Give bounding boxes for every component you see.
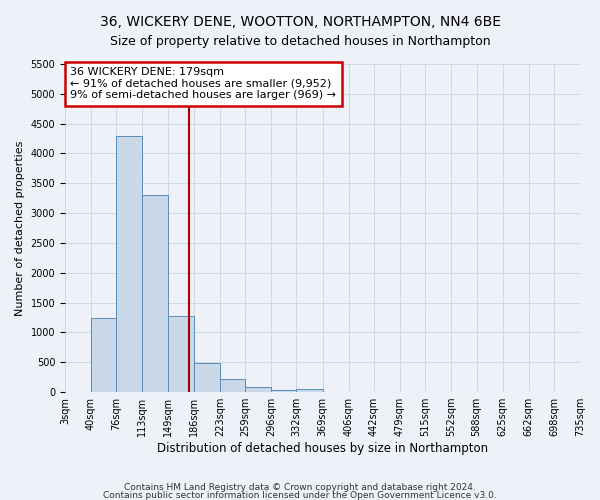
Bar xyxy=(271,390,296,392)
Text: Size of property relative to detached houses in Northampton: Size of property relative to detached ho… xyxy=(110,35,490,48)
Text: Contains public sector information licensed under the Open Government Licence v3: Contains public sector information licen… xyxy=(103,490,497,500)
Bar xyxy=(194,364,220,392)
Text: Contains HM Land Registry data © Crown copyright and database right 2024.: Contains HM Land Registry data © Crown c… xyxy=(124,483,476,492)
Bar xyxy=(142,195,168,392)
Y-axis label: Number of detached properties: Number of detached properties xyxy=(15,140,25,316)
Bar xyxy=(220,379,245,392)
X-axis label: Distribution of detached houses by size in Northampton: Distribution of detached houses by size … xyxy=(157,442,488,455)
Bar xyxy=(91,318,116,392)
Bar xyxy=(168,316,194,392)
Text: 36 WICKERY DENE: 179sqm
← 91% of detached houses are smaller (9,952)
9% of semi-: 36 WICKERY DENE: 179sqm ← 91% of detache… xyxy=(70,68,336,100)
Bar xyxy=(296,389,323,392)
Text: 36, WICKERY DENE, WOOTTON, NORTHAMPTON, NN4 6BE: 36, WICKERY DENE, WOOTTON, NORTHAMPTON, … xyxy=(100,15,500,29)
Bar xyxy=(245,386,271,392)
Bar xyxy=(116,136,142,392)
